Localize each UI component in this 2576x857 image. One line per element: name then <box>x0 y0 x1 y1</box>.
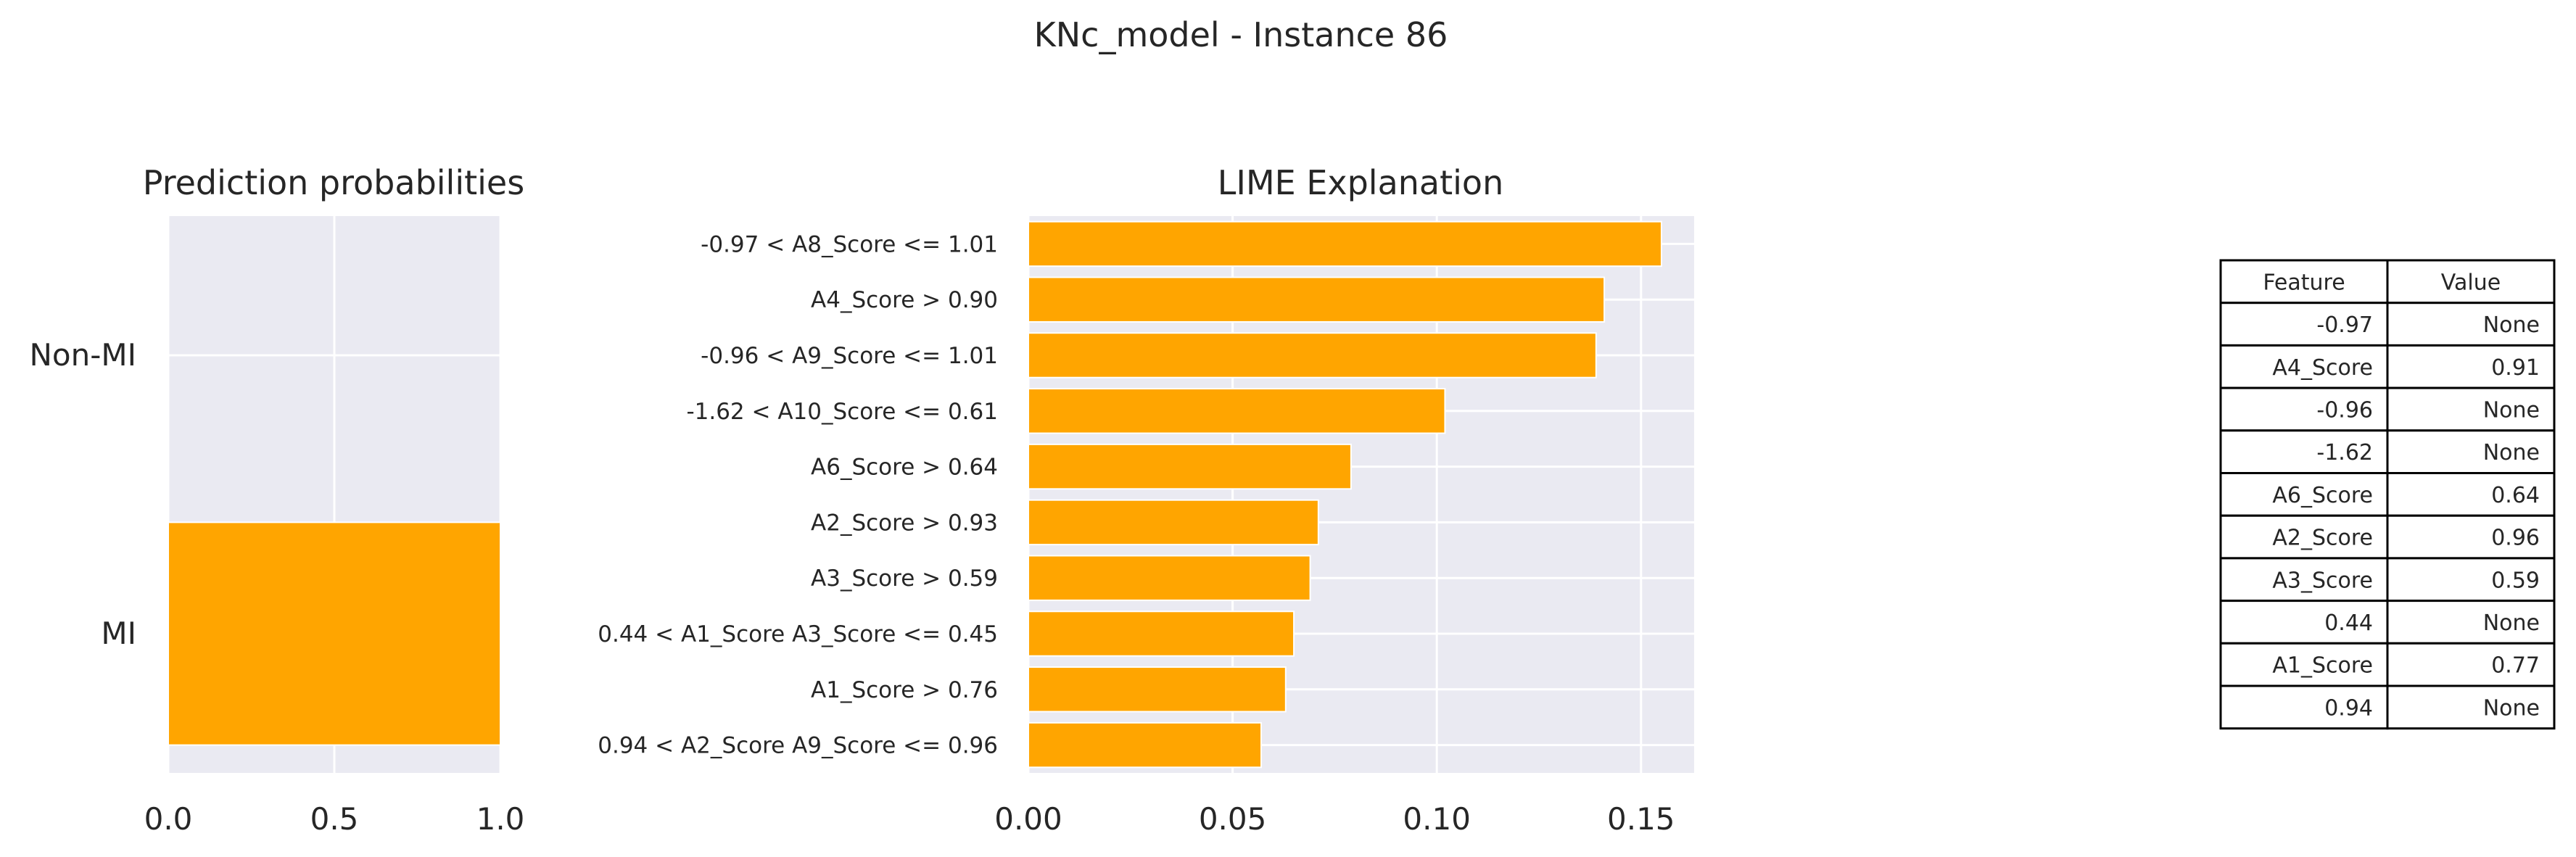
table-cell-text: None <box>2483 695 2540 721</box>
x-tick-label: 0.10 <box>1403 801 1471 837</box>
table-cell <box>2386 514 2556 560</box>
table-cell-text: 0.59 <box>2491 568 2540 593</box>
lime-bar <box>1028 610 1295 657</box>
table-cell <box>2386 344 2556 389</box>
table-cell-text: 0.77 <box>2491 653 2540 679</box>
table-cell <box>2386 684 2556 730</box>
lime-bar <box>1028 443 1352 490</box>
table-cell-text: 0.94 <box>2324 695 2373 721</box>
x-tick-label: 0.05 <box>1199 801 1267 837</box>
lime-explanation-chart: LIME Explanation -0.97 < A8_Score <= 1.0… <box>598 163 1694 837</box>
x-tick-label: 0.15 <box>1607 801 1675 837</box>
table-cell-text: 0.96 <box>2491 526 2540 551</box>
feature-label: -1.62 < A10_Score <= 0.61 <box>686 399 998 425</box>
prediction-probabilities-title: Prediction probabilities <box>143 163 524 202</box>
table-cell-text: None <box>2483 312 2540 338</box>
lime-bar <box>1028 332 1597 378</box>
table-cell-text: A6_Score <box>2272 483 2373 508</box>
x-tick-label: 0.0 <box>144 801 193 837</box>
feature-label: 0.44 < A1_Score A3_Score <= 0.45 <box>598 621 998 647</box>
lime-bar <box>1028 666 1287 713</box>
table-header-cell <box>2219 259 2389 305</box>
table-header-text: Value <box>2441 270 2501 295</box>
table-cell-text: None <box>2483 440 2540 465</box>
feature-value-table: Feature Value -0.97 None A4_Score 0.91 -0.96 No… <box>2219 259 2556 730</box>
figure-title: KNc_model - Instance 86 <box>1034 15 1448 54</box>
x-tick-label: 0.5 <box>310 801 359 837</box>
table-cell-text: 0.64 <box>2491 483 2540 508</box>
y-tick-label: MI <box>101 616 136 651</box>
feature-label: -0.96 < A9_Score <= 1.01 <box>701 343 998 369</box>
lime-bar <box>1028 276 1606 323</box>
table-cell <box>2219 600 2389 645</box>
table-cell <box>2219 514 2389 560</box>
table-cell <box>2219 684 2389 730</box>
table-cell-text: A3_Score <box>2272 568 2373 593</box>
table-cell-text: None <box>2483 397 2540 423</box>
feature-label: 0.94 < A2_Score A9_Score <= 0.96 <box>598 733 998 759</box>
table-cell <box>2219 386 2389 432</box>
table-cell-text: A2_Score <box>2272 526 2373 551</box>
table-cell-text: 0.91 <box>2491 355 2540 381</box>
feature-label: A2_Score > 0.93 <box>811 510 998 536</box>
feature-label: A4_Score > 0.90 <box>811 287 998 313</box>
feature-label: A3_Score > 0.59 <box>811 566 998 592</box>
table-header-text: Feature <box>2263 270 2345 295</box>
table-cell-text: A1_Score <box>2272 653 2373 679</box>
lime-bar <box>1028 555 1311 601</box>
feature-label: -0.97 < A8_Score <= 1.01 <box>701 231 998 257</box>
lime-explanation-title: LIME Explanation <box>1218 163 1503 202</box>
table-cell <box>2386 302 2556 347</box>
lime-bar <box>1028 220 1662 268</box>
bar-mi <box>168 521 501 746</box>
table-cell-text: 0.44 <box>2324 610 2373 636</box>
lime-bar <box>1028 499 1319 546</box>
table-cell-text: -0.96 <box>2316 397 2373 423</box>
table-cell-text: -1.62 <box>2316 440 2373 465</box>
table-cell-text: A4_Score <box>2272 355 2373 381</box>
lime-bar <box>1028 721 1263 769</box>
x-tick-label: 0.00 <box>994 801 1062 837</box>
table-cell-text: -0.97 <box>2316 312 2373 338</box>
prediction-probabilities-chart: Prediction probabilities Non-MI MI 0.0 0.5… <box>29 163 524 837</box>
table-cell-text: None <box>2483 610 2540 636</box>
feature-label: A1_Score > 0.76 <box>811 677 998 703</box>
feature-label: A6_Score > 0.64 <box>811 455 998 481</box>
table-cell <box>2386 642 2556 687</box>
y-tick-label: Non-MI <box>29 337 136 373</box>
x-tick-label: 1.0 <box>476 801 525 837</box>
lime-bar <box>1028 388 1446 434</box>
table-cell <box>2386 557 2556 603</box>
table-cell <box>2219 642 2389 687</box>
